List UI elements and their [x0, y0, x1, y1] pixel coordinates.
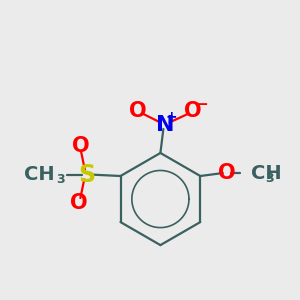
Text: O: O — [218, 163, 236, 183]
Text: CH: CH — [251, 164, 281, 182]
Text: 3: 3 — [57, 173, 65, 186]
Text: 3: 3 — [265, 172, 274, 185]
Text: N: N — [156, 115, 174, 135]
Text: S: S — [78, 163, 95, 187]
Text: O: O — [70, 193, 88, 213]
Text: O: O — [184, 101, 202, 122]
Text: −: − — [195, 97, 208, 112]
Text: O: O — [129, 101, 147, 122]
Text: CH: CH — [25, 165, 55, 184]
Text: O: O — [72, 136, 89, 156]
Text: +: + — [166, 110, 177, 124]
